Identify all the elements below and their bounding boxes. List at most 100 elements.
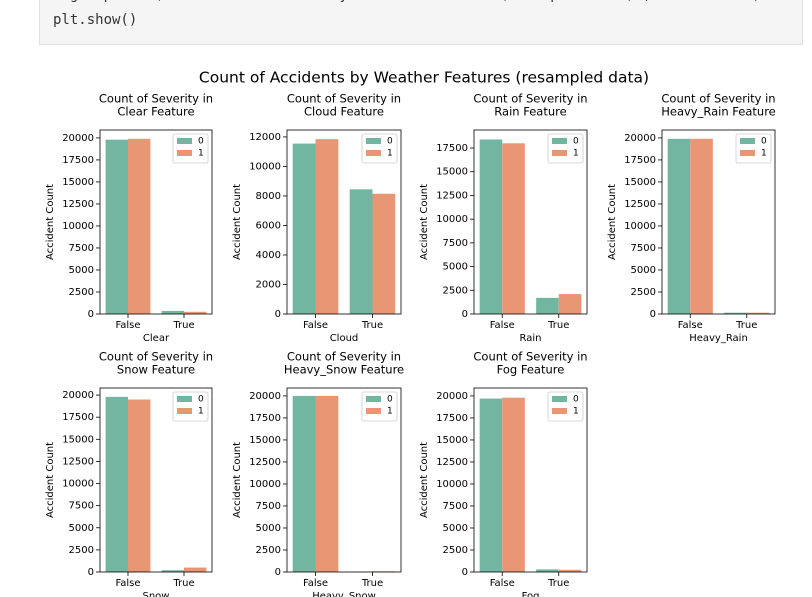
legend-swatch [552,408,567,414]
bar [690,138,713,314]
y-tick-label: 10000 [62,221,94,232]
y-tick-label: 12500 [436,190,468,201]
legend-swatch [552,138,567,144]
y-tick-label: 17500 [249,413,281,424]
y-axis-label: Accident Count [419,184,430,260]
bar [479,398,503,572]
y-tick-label: 17500 [62,155,94,166]
y-tick-label: 15000 [62,434,94,445]
bar [292,143,316,314]
x-axis-label: Rain [520,333,542,344]
x-axis-label: Snow [143,591,170,597]
bar [184,567,207,572]
y-tick-label: 5000 [631,265,656,276]
y-tick-label: 10000 [249,479,281,490]
legend-swatch [552,396,567,402]
axes-frame [99,387,213,573]
subplot-title: Clear Feature [117,105,194,119]
y-tick-label: 20000 [436,391,468,402]
x-tick-label: True [361,320,383,331]
y-tick-label: 2500 [256,545,281,556]
x-axis-label: Heavy_Snow [312,591,376,597]
legend-label: 1 [387,149,393,159]
y-tick-label: 12000 [249,132,281,143]
legend-label: 1 [198,407,204,417]
y-tick-label: 17500 [436,413,468,424]
y-tick-label: 15000 [436,167,468,178]
x-tick-label: False [490,578,515,589]
suptitle: Count of Accidents by Weather Features (… [199,69,649,87]
y-tick-label: 15000 [436,435,468,446]
legend-swatch [177,150,192,156]
bar [372,193,396,314]
y-tick-label: 10000 [62,479,94,490]
legend-swatch [177,396,192,402]
y-tick-label: 10000 [436,214,468,225]
axes-frame [661,129,776,315]
subplot-title: Count of Severity in [287,92,401,106]
x-axis-label: Cloud [330,333,359,344]
x-tick-label: False [678,320,703,331]
bar [105,396,128,572]
legend-swatch [177,408,192,414]
bar [161,570,184,572]
y-axis-label: Accident Count [45,442,56,518]
y-tick-label: 0 [88,309,94,320]
subplot-title: Count of Severity in [99,92,213,106]
axes-frame [286,129,402,315]
legend-label: 1 [573,407,579,417]
y-tick-label: 7500 [69,243,94,254]
y-axis-label: Accident Count [419,442,430,518]
bar [724,312,747,314]
y-tick-label: 7500 [256,501,281,512]
bar [292,395,316,572]
x-tick-label: False [115,578,140,589]
legend-label: 1 [198,149,204,159]
axes-frame [473,129,588,315]
y-tick-label: 2500 [443,545,468,556]
subplot-title: Heavy_Rain Feature [661,105,776,119]
y-tick-label: 10000 [249,161,281,172]
y-tick-label: 12500 [62,199,94,210]
y-tick-label: 7500 [443,501,468,512]
y-axis-label: Accident Count [45,184,56,260]
y-tick-label: 12500 [624,199,656,210]
subplot-title: Count of Severity in [287,350,401,364]
bar [667,138,691,314]
x-axis-label: Heavy_Rain [689,333,748,344]
y-tick-label: 4000 [256,250,281,261]
y-tick-label: 0 [275,567,281,578]
legend-swatch [366,408,381,414]
bar [536,297,559,314]
x-tick-label: True [361,578,383,589]
bar [315,395,339,572]
axes-frame [473,387,588,573]
bar [479,139,503,314]
y-tick-label: 17500 [62,412,94,423]
subplot-title: Count of Severity in [473,92,587,106]
x-axis-label: Fog [522,591,540,597]
y-tick-label: 7500 [631,243,656,254]
legend-swatch [366,150,381,156]
y-tick-label: 12500 [249,457,281,468]
y-tick-label: 15000 [624,177,656,188]
legend-label: 0 [387,395,393,405]
y-tick-label: 5000 [256,523,281,534]
subplot-title: Count of Severity in [473,350,587,364]
y-tick-label: 12500 [62,456,94,467]
y-tick-label: 20000 [624,133,656,144]
legend-label: 1 [761,149,767,159]
x-axis-label: Clear [143,333,170,344]
legend-swatch [366,396,381,402]
legend-swatch [366,138,381,144]
y-tick-label: 10000 [624,221,656,232]
legend-label: 1 [573,149,579,159]
x-tick-label: True [547,578,569,589]
legend-label: 0 [387,137,393,147]
code-cell[interactable]: fig.suptitle('Count of Accidents by Weat… [39,0,803,45]
y-tick-label: 0 [462,567,468,578]
y-tick-label: 10000 [436,479,468,490]
bar [184,311,207,314]
